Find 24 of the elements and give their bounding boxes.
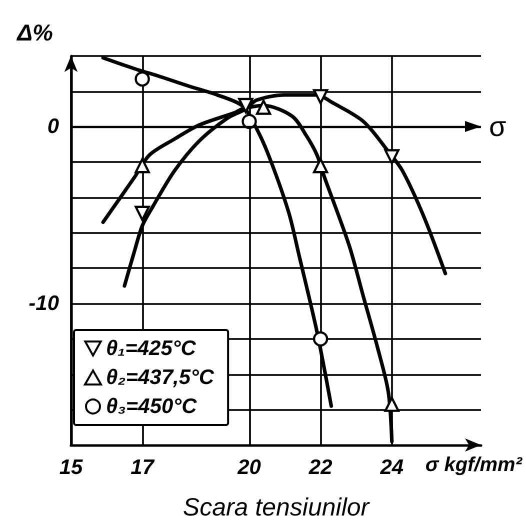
legend-label: θ₃=450°C xyxy=(106,395,198,418)
x-tick-label: 22 xyxy=(308,456,333,479)
x-tick-label: 17 xyxy=(130,456,156,479)
legend-label: θ₁=425°C xyxy=(106,337,197,360)
x-tick-label: 15 xyxy=(59,456,83,479)
point xyxy=(312,89,328,104)
legend-label: θ₂=437,5°C xyxy=(106,366,215,389)
point xyxy=(256,100,272,115)
y-tick-label: 0 xyxy=(47,115,60,138)
y-axis-title: Δ% xyxy=(16,20,53,46)
point xyxy=(312,331,328,347)
point xyxy=(242,114,257,130)
x-tick-label: 20 xyxy=(236,456,262,479)
text: σ kgf/mm² xyxy=(425,454,524,476)
point xyxy=(384,396,400,412)
point xyxy=(134,206,150,221)
ref-line-label: σ xyxy=(489,111,506,142)
x-axis-title: Scara tensiunilor xyxy=(182,494,371,522)
point xyxy=(384,149,400,164)
point xyxy=(134,158,150,174)
x-tick-label: 24 xyxy=(379,456,404,479)
point xyxy=(312,158,328,174)
y-tick-label: -10 xyxy=(28,292,60,316)
point xyxy=(134,71,150,87)
